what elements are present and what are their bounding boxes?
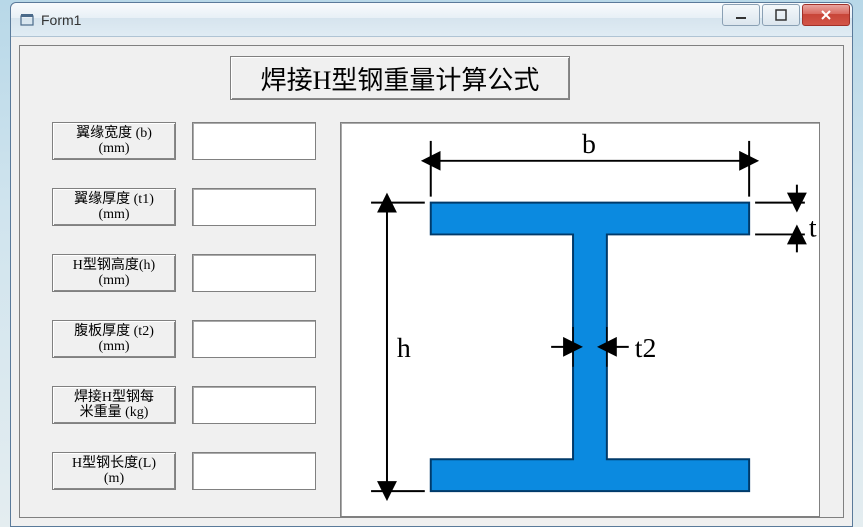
window-buttons [720, 4, 850, 26]
titlebar: Form1 [11, 3, 852, 37]
svg-text:b: b [582, 129, 596, 160]
h-beam-diagram: b h t1 t2 [341, 123, 819, 516]
input-beam-height[interactable] [192, 254, 316, 292]
label-beam-length: H型钢长度(L) (m) [52, 452, 176, 490]
label-flange-thickness: 翼缘厚度 (t1) (mm) [52, 188, 176, 226]
client-area: 焊接H型钢重量计算公式 翼缘宽度 (b) (mm) 翼缘厚度 (t1) (mm)… [11, 37, 852, 526]
input-weight-per-meter[interactable] [192, 386, 316, 424]
label-beam-height: H型钢高度(h) (mm) [52, 254, 176, 292]
label-line: (mm) [98, 141, 129, 156]
label-line: 腹板厚度 (t2) [74, 324, 154, 339]
input-web-thickness[interactable] [192, 320, 316, 358]
label-line: 翼缘宽度 (b) [76, 126, 152, 141]
maximize-button[interactable] [762, 4, 800, 26]
minimize-button[interactable] [722, 4, 760, 26]
label-line: (mm) [98, 273, 129, 288]
label-web-thickness: 腹板厚度 (t2) (mm) [52, 320, 176, 358]
label-line: 焊接H型钢每 [74, 390, 154, 405]
input-flange-width[interactable] [192, 122, 316, 160]
label-line: (mm) [98, 207, 129, 222]
input-flange-thickness[interactable] [192, 188, 316, 226]
inner-panel: 焊接H型钢重量计算公式 翼缘宽度 (b) (mm) 翼缘厚度 (t1) (mm)… [19, 45, 844, 518]
label-flange-width: 翼缘宽度 (b) (mm) [52, 122, 176, 160]
label-line: 米重量 (kg) [80, 405, 149, 420]
svg-text:t2: t2 [635, 333, 657, 364]
page-title: 焊接H型钢重量计算公式 [230, 56, 570, 100]
label-weight-per-meter: 焊接H型钢每 米重量 (kg) [52, 386, 176, 424]
window-title: Form1 [41, 12, 81, 28]
svg-text:t1: t1 [809, 212, 819, 243]
label-line: (m) [104, 471, 124, 486]
svg-text:h: h [397, 333, 411, 364]
close-button[interactable] [802, 4, 850, 26]
app-window: Form1 焊接H型钢重量计算公式 翼缘宽度 (b) (mm) 翼缘厚度 (t1… [10, 2, 853, 527]
label-line: H型钢高度(h) [73, 258, 155, 273]
label-line: H型钢长度(L) [72, 456, 156, 471]
label-line: 翼缘厚度 (t1) [74, 192, 154, 207]
label-line: (mm) [98, 339, 129, 354]
diagram-frame: b h t1 t2 [340, 122, 820, 517]
input-beam-length[interactable] [192, 452, 316, 490]
app-icon [19, 12, 35, 28]
